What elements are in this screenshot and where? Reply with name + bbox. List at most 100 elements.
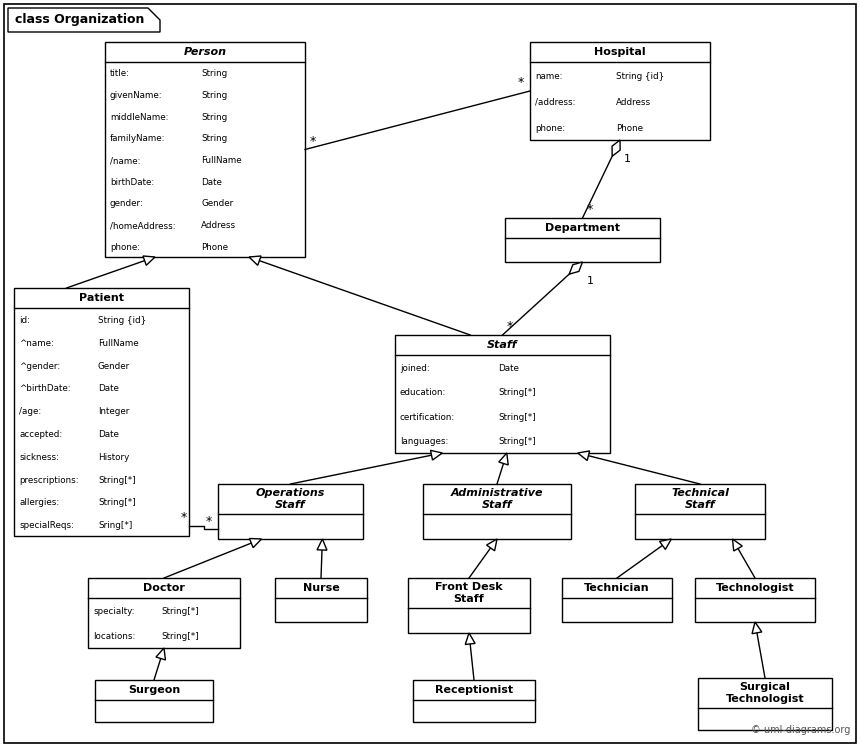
- Text: class Organization: class Organization: [15, 13, 144, 26]
- Text: FullName: FullName: [201, 156, 242, 165]
- Text: String: String: [201, 113, 227, 122]
- Text: String: String: [201, 69, 227, 78]
- Text: String[*]: String[*]: [161, 632, 199, 641]
- Text: Front Desk
Staff: Front Desk Staff: [435, 583, 503, 604]
- Text: Date: Date: [498, 364, 519, 373]
- Text: ^name:: ^name:: [19, 339, 54, 348]
- Text: Phone: Phone: [201, 243, 228, 252]
- Text: familyName:: familyName:: [110, 134, 165, 143]
- Text: String: String: [201, 134, 227, 143]
- Bar: [695, 578, 815, 622]
- Text: Nurse: Nurse: [303, 583, 340, 593]
- Bar: [698, 678, 832, 730]
- Polygon shape: [431, 450, 442, 460]
- Text: sickness:: sickness:: [19, 453, 59, 462]
- Text: birthDate:: birthDate:: [110, 178, 154, 187]
- Text: *: *: [206, 515, 212, 528]
- Text: © uml-diagrams.org: © uml-diagrams.org: [751, 725, 850, 735]
- Bar: [275, 578, 367, 622]
- Polygon shape: [487, 539, 497, 551]
- Text: ^birthDate:: ^birthDate:: [19, 385, 71, 394]
- Text: id:: id:: [19, 316, 30, 325]
- Polygon shape: [499, 453, 508, 465]
- Text: Person: Person: [183, 47, 226, 57]
- Text: Gender: Gender: [98, 362, 130, 371]
- Text: gender:: gender:: [110, 199, 144, 208]
- Polygon shape: [465, 633, 475, 645]
- Text: Address: Address: [201, 221, 236, 230]
- Text: Phone: Phone: [617, 124, 643, 133]
- Text: /homeAddress:: /homeAddress:: [110, 221, 175, 230]
- Text: String[*]: String[*]: [498, 388, 536, 397]
- Text: givenName:: givenName:: [110, 91, 163, 100]
- Text: languages:: languages:: [400, 438, 448, 447]
- Text: Date: Date: [201, 178, 222, 187]
- Text: middleName:: middleName:: [110, 113, 169, 122]
- Text: String[*]: String[*]: [498, 413, 536, 422]
- Bar: [423, 484, 571, 539]
- Text: /name:: /name:: [110, 156, 140, 165]
- Text: Hospital: Hospital: [594, 47, 646, 57]
- Text: Doctor: Doctor: [143, 583, 185, 593]
- Text: education:: education:: [400, 388, 446, 397]
- Text: Surgical
Technologist: Surgical Technologist: [726, 683, 804, 704]
- Polygon shape: [569, 262, 582, 274]
- Text: String[*]: String[*]: [98, 498, 136, 507]
- Text: Technical
Staff: Technical Staff: [671, 489, 729, 509]
- Polygon shape: [8, 8, 160, 32]
- Text: String: String: [201, 91, 227, 100]
- Text: Sring[*]: Sring[*]: [98, 521, 132, 530]
- Text: Gender: Gender: [201, 199, 233, 208]
- Polygon shape: [733, 539, 742, 551]
- Text: Patient: Patient: [79, 293, 124, 303]
- Polygon shape: [143, 256, 155, 265]
- Bar: [413, 680, 535, 722]
- Text: String {id}: String {id}: [98, 316, 146, 325]
- Text: *: *: [507, 320, 513, 333]
- Text: accepted:: accepted:: [19, 430, 62, 439]
- Text: String[*]: String[*]: [98, 476, 136, 485]
- Bar: [14, 288, 189, 536]
- Text: History: History: [98, 453, 129, 462]
- Text: certification:: certification:: [400, 413, 455, 422]
- Bar: [105, 42, 305, 257]
- Text: Department: Department: [545, 223, 620, 233]
- Text: Administrative
Staff: Administrative Staff: [451, 489, 544, 509]
- Polygon shape: [660, 539, 672, 550]
- Text: allergies:: allergies:: [19, 498, 59, 507]
- Text: *: *: [518, 76, 525, 89]
- Text: locations:: locations:: [93, 632, 135, 641]
- Text: Date: Date: [98, 385, 119, 394]
- Text: *: *: [310, 134, 316, 147]
- Text: String[*]: String[*]: [498, 438, 536, 447]
- Text: specialReqs:: specialReqs:: [19, 521, 74, 530]
- Text: joined:: joined:: [400, 364, 430, 373]
- Text: String[*]: String[*]: [161, 607, 199, 616]
- Polygon shape: [752, 622, 762, 633]
- Text: Integer: Integer: [98, 407, 129, 416]
- Text: Date: Date: [98, 430, 119, 439]
- Text: phone:: phone:: [535, 124, 565, 133]
- Text: Technologist: Technologist: [716, 583, 795, 593]
- Polygon shape: [249, 256, 261, 265]
- Bar: [562, 578, 672, 622]
- Bar: [505, 218, 660, 262]
- Text: String {id}: String {id}: [617, 72, 665, 81]
- Bar: [218, 484, 363, 539]
- Polygon shape: [249, 539, 261, 548]
- Bar: [95, 680, 213, 722]
- Text: Staff: Staff: [487, 340, 518, 350]
- Polygon shape: [317, 539, 327, 551]
- Text: Surgeon: Surgeon: [128, 685, 180, 695]
- Polygon shape: [156, 648, 165, 660]
- Text: 1: 1: [624, 154, 631, 164]
- Bar: [408, 578, 530, 633]
- Text: *: *: [587, 203, 593, 216]
- Text: 1: 1: [587, 276, 593, 286]
- Text: Receptionist: Receptionist: [435, 685, 513, 695]
- Text: phone:: phone:: [110, 243, 140, 252]
- Polygon shape: [612, 140, 620, 156]
- Bar: [635, 484, 765, 539]
- Text: ^gender:: ^gender:: [19, 362, 60, 371]
- Bar: [395, 335, 610, 453]
